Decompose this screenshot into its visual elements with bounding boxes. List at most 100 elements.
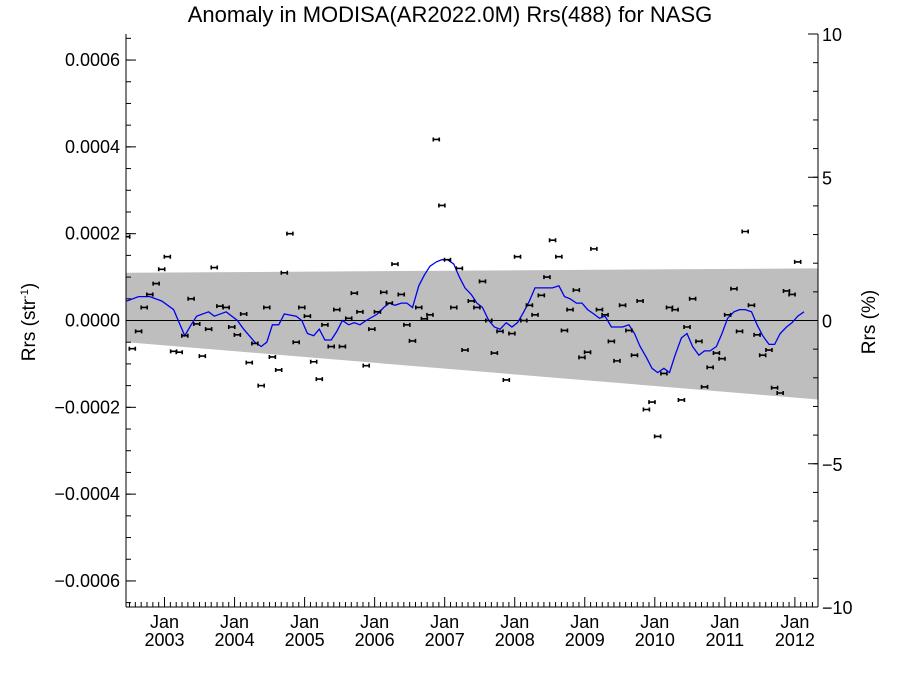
x-tick-year-label: 2010 <box>635 630 675 650</box>
data-point-3 <box>140 305 149 310</box>
data-point-36 <box>333 307 341 312</box>
data-point-9 <box>175 350 184 355</box>
x-tick-month-label: Jan <box>430 612 459 632</box>
data-point-83 <box>607 339 616 344</box>
data-point-64 <box>496 329 504 334</box>
data-point-32 <box>309 359 318 364</box>
chart-title: Anomaly in MODISA(AR2022.0M) Rrs(488) fo… <box>187 2 713 27</box>
data-point-25 <box>268 354 277 359</box>
data-point-52 <box>426 312 434 317</box>
data-point-55 <box>443 257 452 262</box>
data-point-6 <box>157 267 166 272</box>
data-point-61 <box>478 279 487 284</box>
data-point-71 <box>537 293 546 298</box>
data-point-80 <box>590 246 598 251</box>
x-tick-month-label: Jan <box>360 612 389 632</box>
data-point-104 <box>730 286 738 291</box>
data-point-49 <box>408 338 417 343</box>
data-point-109 <box>758 353 767 358</box>
data-point-62 <box>485 318 493 323</box>
data-point-7 <box>163 254 172 259</box>
data-point-35 <box>327 344 336 349</box>
data-point-20 <box>239 311 248 316</box>
data-point-19 <box>233 332 242 337</box>
data-point-21 <box>245 360 254 365</box>
data-point-84 <box>613 358 621 363</box>
x-tick-month-label: Jan <box>500 612 529 632</box>
data-point-50 <box>414 305 423 310</box>
data-point-58 <box>461 348 469 353</box>
data-point-75 <box>560 328 569 333</box>
y-right-tick-label: 10 <box>822 25 842 45</box>
data-point-78 <box>578 355 586 360</box>
plot-area <box>126 137 818 439</box>
data-point-105 <box>735 329 744 334</box>
y-right-tick-label: −10 <box>822 598 853 618</box>
data-point-5 <box>152 281 160 286</box>
x-tick-year-label: 2008 <box>495 630 535 650</box>
y-left-tick-label: 0.0000 <box>65 311 120 331</box>
data-point-66 <box>508 331 516 336</box>
x-tick-month-label: Jan <box>640 612 669 632</box>
data-point-42 <box>368 327 376 332</box>
x-tick-year-label: 2004 <box>215 630 255 650</box>
x-tick-month-label: Jan <box>150 612 179 632</box>
data-point-72 <box>543 275 551 280</box>
data-point-40 <box>356 309 364 314</box>
data-point-73 <box>548 238 557 243</box>
data-point-15 <box>210 265 219 270</box>
data-point-85 <box>618 303 627 308</box>
data-point-33 <box>315 377 324 382</box>
data-point-91 <box>653 434 662 439</box>
data-point-107 <box>747 303 756 308</box>
data-point-4 <box>146 292 154 297</box>
data-point-98 <box>695 339 703 344</box>
data-point-30 <box>298 305 306 310</box>
data-point-10 <box>181 333 189 338</box>
data-point-39 <box>350 291 359 296</box>
smoothed-anomaly-line <box>126 259 805 374</box>
x-tick-year-label: 2012 <box>775 630 815 650</box>
data-point-56 <box>449 305 458 310</box>
data-point-114 <box>788 292 796 297</box>
data-point-1 <box>128 346 137 351</box>
data-point-97 <box>688 296 697 301</box>
data-point-77 <box>572 288 581 293</box>
data-point-34 <box>321 322 329 327</box>
data-point-47 <box>397 292 406 297</box>
y-right-tick-label: 5 <box>822 168 832 188</box>
data-point-24 <box>262 305 271 310</box>
data-point-0 <box>126 234 131 239</box>
data-point-26 <box>274 367 283 372</box>
data-point-48 <box>403 322 411 327</box>
x-tick-year-label: 2005 <box>285 630 325 650</box>
y-left-tick-label: −0.0002 <box>54 397 120 417</box>
data-point-65 <box>502 377 511 382</box>
x-tick-year-label: 2011 <box>705 630 744 650</box>
data-point-51 <box>420 316 429 321</box>
data-point-27 <box>280 270 289 275</box>
data-point-17 <box>222 305 230 310</box>
data-point-43 <box>373 309 382 314</box>
data-point-37 <box>338 344 347 349</box>
data-point-11 <box>187 296 195 301</box>
data-point-106 <box>741 229 749 234</box>
y-right-tick-label: 0 <box>822 312 832 332</box>
uncertainty-band <box>126 268 818 400</box>
x-tick-year-label: 2007 <box>425 630 465 650</box>
data-point-38 <box>344 316 353 321</box>
y-left-tick-label: 0.0006 <box>65 50 120 70</box>
data-point-29 <box>292 340 300 345</box>
data-point-111 <box>770 385 779 390</box>
data-point-2 <box>134 329 143 334</box>
data-point-23 <box>257 383 265 388</box>
data-point-68 <box>520 318 528 323</box>
data-point-79 <box>583 350 592 355</box>
y-right-tick-label: −5 <box>822 455 843 475</box>
data-point-46 <box>391 262 399 267</box>
data-point-44 <box>379 290 388 295</box>
y-left-tick-label: −0.0004 <box>54 484 120 504</box>
data-point-54 <box>438 203 446 208</box>
data-point-110 <box>765 348 773 353</box>
